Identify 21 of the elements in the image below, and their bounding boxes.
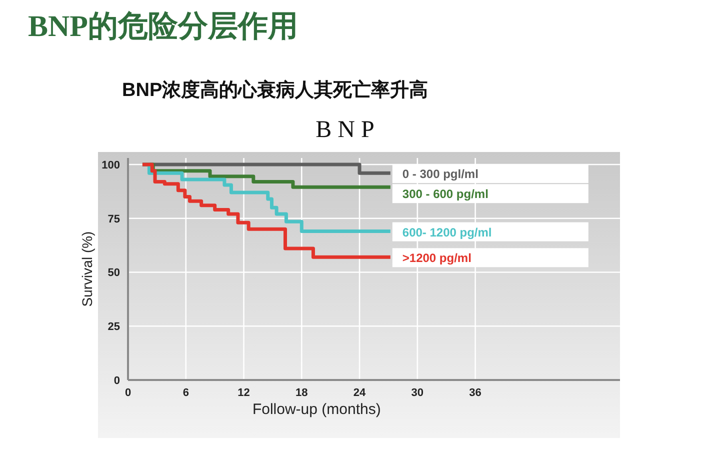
y-tick-label: 0 — [114, 375, 120, 387]
x-tick-label: 24 — [353, 387, 367, 399]
x-tick-label: 0 — [124, 387, 132, 399]
x-tick-label: 6 — [182, 387, 189, 399]
series-label: >1200 pg/ml — [402, 251, 472, 266]
x-tick-label: 12 — [238, 387, 250, 399]
chart-subtitle: BNP浓度高的心衰病人其死亡率升高 — [122, 79, 428, 101]
y-tick-label: 50 — [108, 267, 120, 280]
series-label: 600- 1200 pg/ml — [402, 225, 492, 240]
x-tick-label: 36 — [469, 387, 482, 399]
chart-title: BNP的危险分层作用 — [28, 10, 298, 43]
y-axis-title: Survival (%) — [79, 231, 95, 307]
series-label: 300 - 600 pg/ml — [402, 187, 488, 202]
x-tick-label: 18 — [296, 387, 308, 399]
x-axis-title: Follow-up (months) — [252, 401, 381, 418]
y-tick-label: 100 — [102, 159, 120, 172]
text: B N P — [316, 117, 374, 143]
y-tick-label: 25 — [108, 321, 120, 334]
x-tick-label: 30 — [411, 387, 424, 399]
series-label: 0 - 300 pgl/ml — [402, 167, 478, 182]
y-tick-label: 75 — [108, 213, 120, 226]
